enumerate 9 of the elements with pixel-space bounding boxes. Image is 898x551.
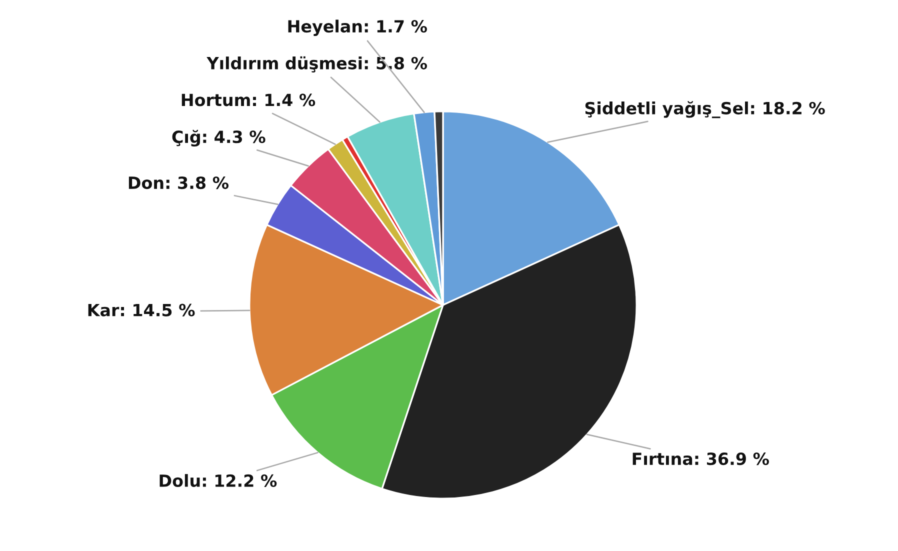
slice-label: Dolu: 12.2 % <box>160 474 277 487</box>
slice-label: Çığ: 4.3 % <box>172 130 266 146</box>
slice-label: Yıldırım düşmesi: 5.8 % <box>206 56 427 72</box>
slice-label: Hortum: 1.4 % <box>182 94 316 106</box>
slice-label: Fırtına: 36.9 % <box>632 452 769 466</box>
slice-label: Kar: 14.5 % <box>88 304 195 316</box>
slice-label: Don: 3.8 % <box>128 176 229 190</box>
slice-label: Heyelan: 1.7 % <box>288 20 427 36</box>
slice-label: Şiddetli yağış_Sel: 18.2 % <box>585 101 825 118</box>
